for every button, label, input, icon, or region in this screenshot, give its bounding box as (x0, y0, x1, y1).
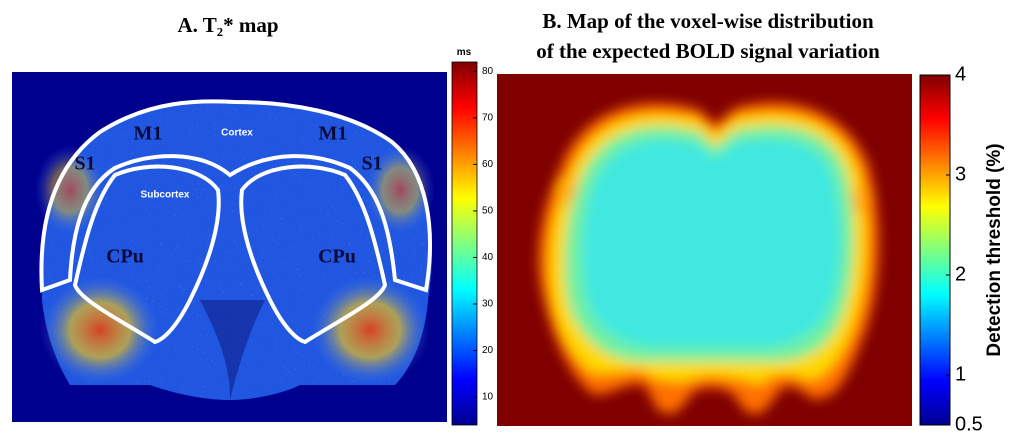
tick-label: 4 (955, 63, 966, 85)
region-label: Cortex (221, 128, 253, 139)
tick-label: 70 (482, 112, 494, 123)
panel-title: B. Map of the voxel-wise distribution (542, 9, 874, 33)
tick-label: 80 (482, 66, 494, 77)
t2-map (12, 72, 447, 422)
region-label: S1 (74, 153, 95, 175)
tick-label: 0.5 (955, 413, 983, 434)
colorbar-unit: ms (457, 47, 472, 58)
region-label: CPu (318, 246, 356, 268)
tick-label: 30 (482, 299, 494, 310)
panel-title: of the expected BOLD signal variation (536, 39, 880, 63)
colorbar: Detection threshold (%) (919, 74, 1005, 426)
bold-map (497, 74, 912, 426)
colorbar-label: Detection threshold (%) (984, 143, 1005, 356)
colorbar: ms (451, 47, 478, 426)
region-label: Subcortex (141, 190, 190, 201)
tick-label: 2 (955, 263, 966, 285)
region-label: M1 (319, 123, 348, 145)
tick-label: 10 (482, 392, 494, 403)
panel-title: A. T₂* map (177, 13, 278, 37)
tick-label: 60 (482, 159, 494, 170)
region-label: M1 (134, 123, 163, 145)
tick-label: 40 (482, 252, 494, 263)
tick-label: 1 (955, 363, 966, 385)
region-label: S1 (361, 153, 382, 175)
tick-label: 50 (482, 206, 494, 217)
region-label: CPu (106, 246, 144, 268)
tick-label: 3 (955, 163, 966, 185)
tick-label: 20 (482, 345, 494, 356)
